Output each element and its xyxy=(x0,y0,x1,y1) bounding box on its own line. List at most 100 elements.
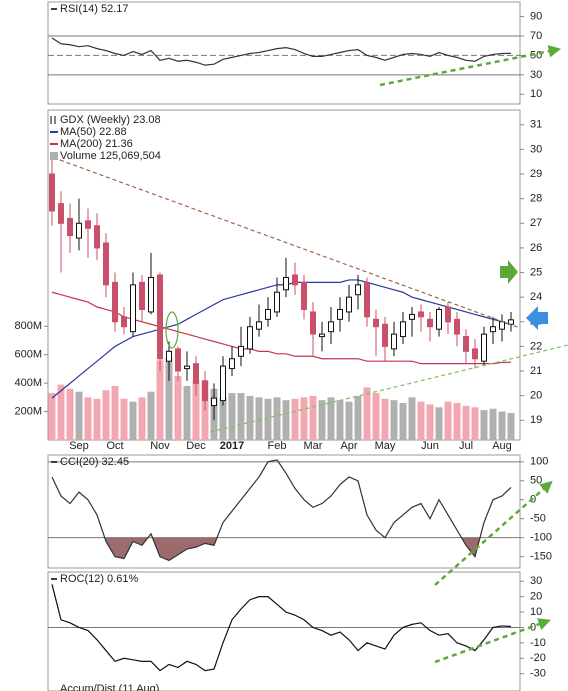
volume-bar xyxy=(183,385,191,440)
y-tick-label: 10 xyxy=(530,88,542,100)
candle-body xyxy=(409,313,415,320)
indicator-line xyxy=(51,459,512,562)
legend-label: MA(200) 21.36 xyxy=(60,138,133,150)
candle-body xyxy=(283,276,289,291)
cci-frame xyxy=(47,454,521,569)
y-tick-label: 28 xyxy=(530,193,542,205)
volume-bar xyxy=(174,376,182,440)
volume-bar xyxy=(66,388,74,440)
panel-frames xyxy=(47,1,521,691)
volume-bar xyxy=(336,400,344,440)
volume-bar xyxy=(498,411,506,440)
y-tick-label: -30 xyxy=(530,668,546,680)
y-tick-label: 31 xyxy=(530,119,542,131)
volume-bar xyxy=(363,387,371,440)
volume-bar xyxy=(345,401,353,440)
candle-body xyxy=(139,281,145,310)
volume-bar xyxy=(84,397,92,440)
volume-bar xyxy=(291,398,299,440)
volume-bar xyxy=(57,384,65,440)
candle-body xyxy=(463,336,469,352)
candle-body xyxy=(364,281,370,318)
candle-body xyxy=(445,306,451,323)
volume-bar xyxy=(300,397,308,440)
volume-bar xyxy=(372,393,380,440)
candle-body xyxy=(319,333,325,338)
x-tick-label: Sep xyxy=(69,440,89,452)
y-tick-label: 20 xyxy=(530,591,542,603)
volume-bar xyxy=(48,393,56,440)
y-tick-label: 50 xyxy=(530,475,542,487)
cci-trend-arrow xyxy=(434,480,553,586)
candle-body xyxy=(85,220,91,229)
candle-body xyxy=(220,365,226,402)
volume-bar xyxy=(507,412,515,440)
oversold-fill xyxy=(104,537,481,561)
candle-body xyxy=(454,318,460,335)
volume-bar xyxy=(111,385,119,440)
indicator-line xyxy=(51,584,512,672)
y-tick-label: 10 xyxy=(530,606,542,618)
volume-bar xyxy=(399,403,407,440)
y-tick-label: 20 xyxy=(530,390,542,402)
roc-trend-arrow xyxy=(434,618,551,664)
candle-body xyxy=(121,316,127,328)
candle-body xyxy=(238,345,244,357)
candle-body xyxy=(490,326,496,333)
candle-body xyxy=(328,321,334,333)
rsi-frame xyxy=(47,1,521,105)
title-icon xyxy=(50,116,56,124)
volume-bar xyxy=(75,391,83,440)
y-tick-label: 24 xyxy=(530,291,542,303)
candle-body xyxy=(166,350,172,362)
candle-body xyxy=(256,321,262,330)
y-tick-label: -10 xyxy=(530,637,546,649)
volume-bar xyxy=(354,395,362,440)
candle-body xyxy=(472,348,478,360)
volume-bar xyxy=(417,401,425,440)
volume-bar xyxy=(381,398,389,440)
candle-body xyxy=(373,318,379,328)
panel-title: ROC(12) 0.61% xyxy=(60,573,138,585)
x-tick-label: Jun xyxy=(421,440,439,452)
volume-bar xyxy=(129,401,137,440)
volume-bar xyxy=(489,408,497,440)
panel-title: CCI(20) 32.45 xyxy=(60,456,129,468)
legend-label: MA(50) 22.88 xyxy=(60,126,127,138)
candle-body xyxy=(94,225,100,249)
x-tick-label: Dec xyxy=(186,440,206,452)
candle-body xyxy=(247,326,253,350)
x-tick-label: Feb xyxy=(268,440,287,452)
volume-bar xyxy=(318,400,326,440)
candle-body xyxy=(499,321,505,330)
panel-title: RSI(14) 52.17 xyxy=(60,3,128,15)
candle-body xyxy=(292,274,298,286)
y-tick-label: 70 xyxy=(530,30,542,42)
candle-body xyxy=(265,308,271,320)
y-tick-label: 26 xyxy=(530,242,542,254)
y-tick-label: 19 xyxy=(530,414,542,426)
y-tick-label: -100 xyxy=(530,532,552,544)
y-tick-label: 30 xyxy=(530,575,542,587)
volume-bar xyxy=(480,410,488,440)
y-tick-label: 25 xyxy=(530,266,542,278)
legend-label: Volume 125,069,504 xyxy=(60,150,161,162)
volume-bar xyxy=(237,393,245,440)
candle-body xyxy=(346,296,352,313)
volume-bar xyxy=(264,398,272,440)
volume-bar xyxy=(147,391,155,440)
x-tick-label: Jul xyxy=(459,440,473,452)
rsi-trend-arrow xyxy=(379,45,562,87)
y-tick-label: -50 xyxy=(530,513,546,525)
volume-bar xyxy=(426,404,434,440)
volume-bar xyxy=(444,401,452,440)
x-tick-label: Aug xyxy=(492,440,512,452)
volume-bar xyxy=(120,398,128,440)
volume-bar xyxy=(228,393,236,440)
roc-frame xyxy=(47,571,521,691)
y-tick-label: 30 xyxy=(530,69,542,81)
green-arrow xyxy=(500,260,518,284)
annotations xyxy=(59,45,568,664)
candle-body xyxy=(229,358,235,370)
support-line xyxy=(209,344,568,433)
